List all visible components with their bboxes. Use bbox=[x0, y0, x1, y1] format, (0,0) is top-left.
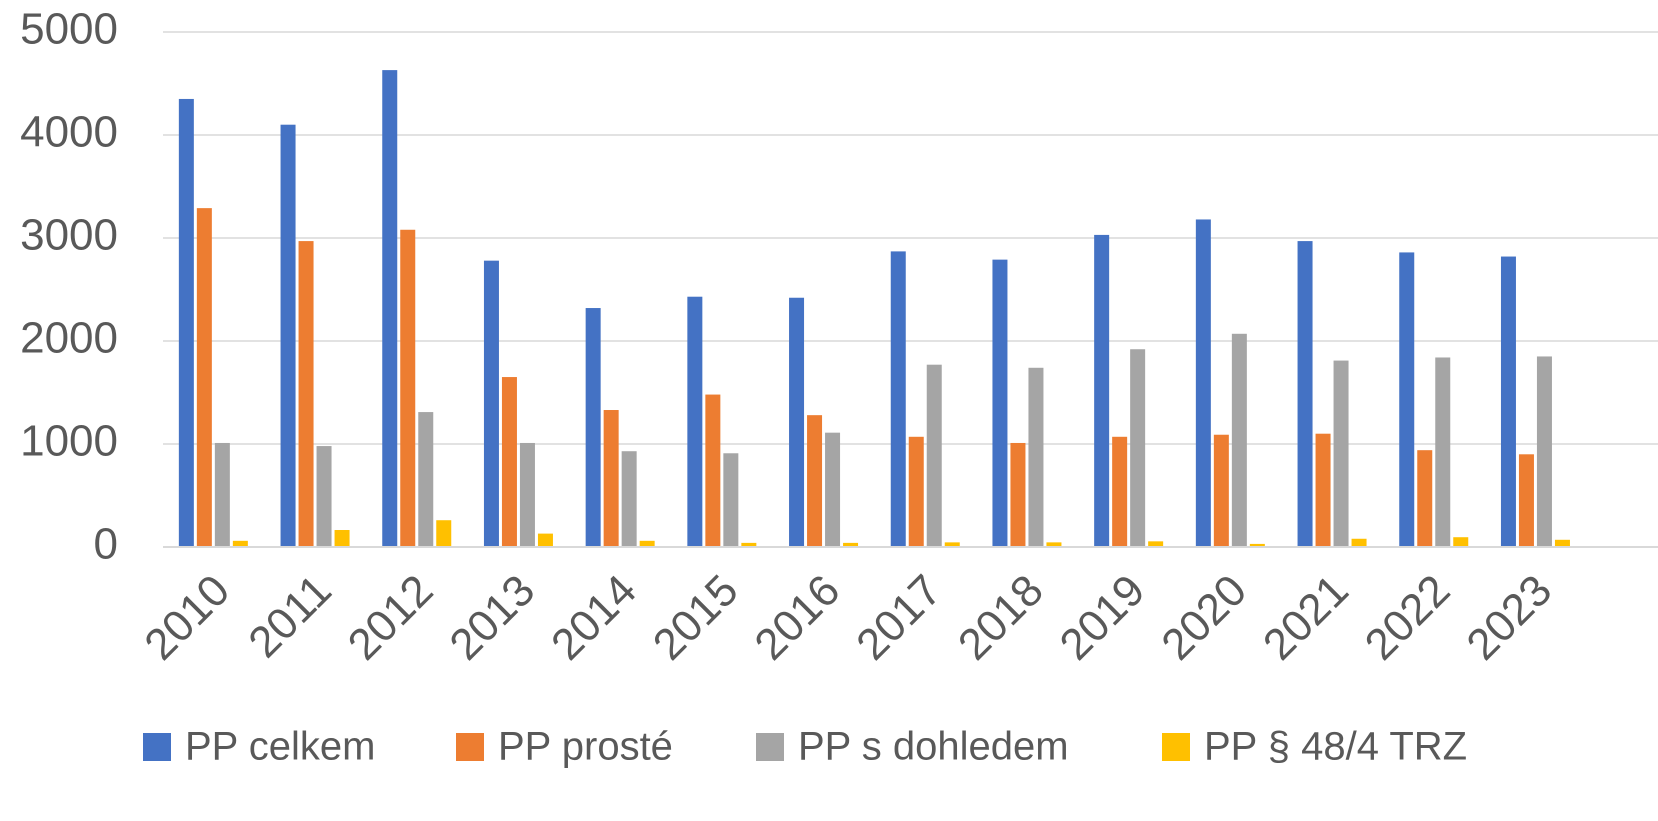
bar bbox=[585, 308, 601, 547]
x-tick-label: 2019 bbox=[1051, 566, 1155, 670]
bar bbox=[807, 415, 823, 547]
bar bbox=[418, 412, 434, 547]
bar bbox=[1046, 542, 1062, 547]
bar bbox=[1130, 349, 1146, 547]
bar bbox=[908, 436, 924, 547]
bar bbox=[232, 540, 248, 547]
bar bbox=[334, 530, 350, 547]
bar bbox=[298, 241, 314, 547]
bar bbox=[1231, 333, 1247, 547]
y-tick-label: 3000 bbox=[20, 211, 118, 260]
bar bbox=[1112, 436, 1128, 547]
bar bbox=[843, 542, 859, 547]
x-tick-label: 2021 bbox=[1254, 566, 1358, 670]
bar bbox=[1518, 454, 1534, 547]
legend-item: PP celkem bbox=[143, 725, 375, 769]
bar bbox=[1010, 442, 1026, 547]
bar bbox=[944, 542, 960, 547]
bar bbox=[621, 451, 637, 547]
bar bbox=[1195, 219, 1211, 547]
y-tick-label: 5000 bbox=[20, 5, 118, 54]
bar bbox=[1315, 433, 1331, 547]
legend-label: PP prosté bbox=[498, 725, 673, 769]
bar bbox=[1094, 234, 1110, 547]
bar bbox=[316, 446, 332, 547]
bar bbox=[1554, 539, 1570, 547]
legend-swatch bbox=[1162, 733, 1190, 761]
bar bbox=[214, 442, 230, 547]
x-tick-label: 2010 bbox=[135, 566, 239, 670]
x-tick-label: 2011 bbox=[239, 566, 341, 668]
x-tick-label: 2020 bbox=[1152, 566, 1256, 670]
bar bbox=[890, 251, 906, 547]
bar bbox=[483, 260, 499, 547]
bar bbox=[537, 533, 553, 547]
bar bbox=[1297, 241, 1313, 547]
bar bbox=[382, 70, 398, 548]
bar bbox=[1399, 252, 1415, 548]
bar bbox=[789, 297, 805, 547]
x-tick-label: 2014 bbox=[542, 566, 646, 670]
bar bbox=[741, 542, 757, 547]
legend-label: PP celkem bbox=[185, 725, 375, 769]
bar bbox=[723, 453, 739, 547]
bar bbox=[1351, 538, 1367, 547]
y-tick-label: 0 bbox=[94, 520, 118, 569]
bar bbox=[400, 229, 416, 547]
x-tick-label: 2016 bbox=[745, 566, 849, 670]
bar bbox=[1500, 256, 1516, 547]
y-tick-label: 2000 bbox=[20, 314, 118, 363]
x-tick-label: 2017 bbox=[847, 566, 951, 670]
x-tick-label: 2015 bbox=[644, 566, 748, 670]
bar bbox=[1249, 543, 1265, 547]
bar bbox=[1028, 367, 1044, 547]
legend-swatch bbox=[456, 733, 484, 761]
bar bbox=[196, 208, 212, 547]
bar bbox=[1148, 541, 1164, 547]
x-tick-label: 2022 bbox=[1356, 566, 1460, 670]
bar bbox=[825, 432, 841, 547]
legend-swatch bbox=[143, 733, 171, 761]
x-tick-label: 2012 bbox=[339, 566, 443, 670]
legend-label: PP s dohledem bbox=[798, 725, 1069, 769]
x-tick-label: 2023 bbox=[1457, 566, 1561, 670]
legend-swatch bbox=[756, 733, 784, 761]
bar bbox=[705, 394, 721, 547]
y-tick-label: 4000 bbox=[20, 108, 118, 157]
bar bbox=[687, 296, 703, 547]
x-tick-label: 2018 bbox=[949, 566, 1053, 670]
bar bbox=[1333, 360, 1349, 547]
bar bbox=[1435, 357, 1451, 547]
bar bbox=[280, 124, 296, 547]
x-tick-label: 2013 bbox=[440, 566, 544, 670]
bar bbox=[992, 259, 1008, 547]
bar bbox=[603, 410, 619, 547]
legend-label: PP § 48/4 TRZ bbox=[1204, 725, 1467, 769]
bar bbox=[1417, 450, 1433, 547]
bar bbox=[1453, 537, 1469, 547]
bar bbox=[1213, 434, 1229, 547]
legend-item: PP s dohledem bbox=[756, 725, 1069, 769]
bar bbox=[926, 364, 942, 547]
y-tick-label: 1000 bbox=[20, 417, 118, 466]
bar bbox=[1536, 356, 1552, 547]
bar bbox=[519, 442, 535, 547]
bar bbox=[501, 377, 517, 547]
bar bbox=[178, 98, 194, 547]
bar bbox=[639, 540, 655, 547]
bar bbox=[436, 520, 452, 547]
legend-item: PP prosté bbox=[456, 725, 673, 769]
legend-item: PP § 48/4 TRZ bbox=[1162, 725, 1467, 769]
